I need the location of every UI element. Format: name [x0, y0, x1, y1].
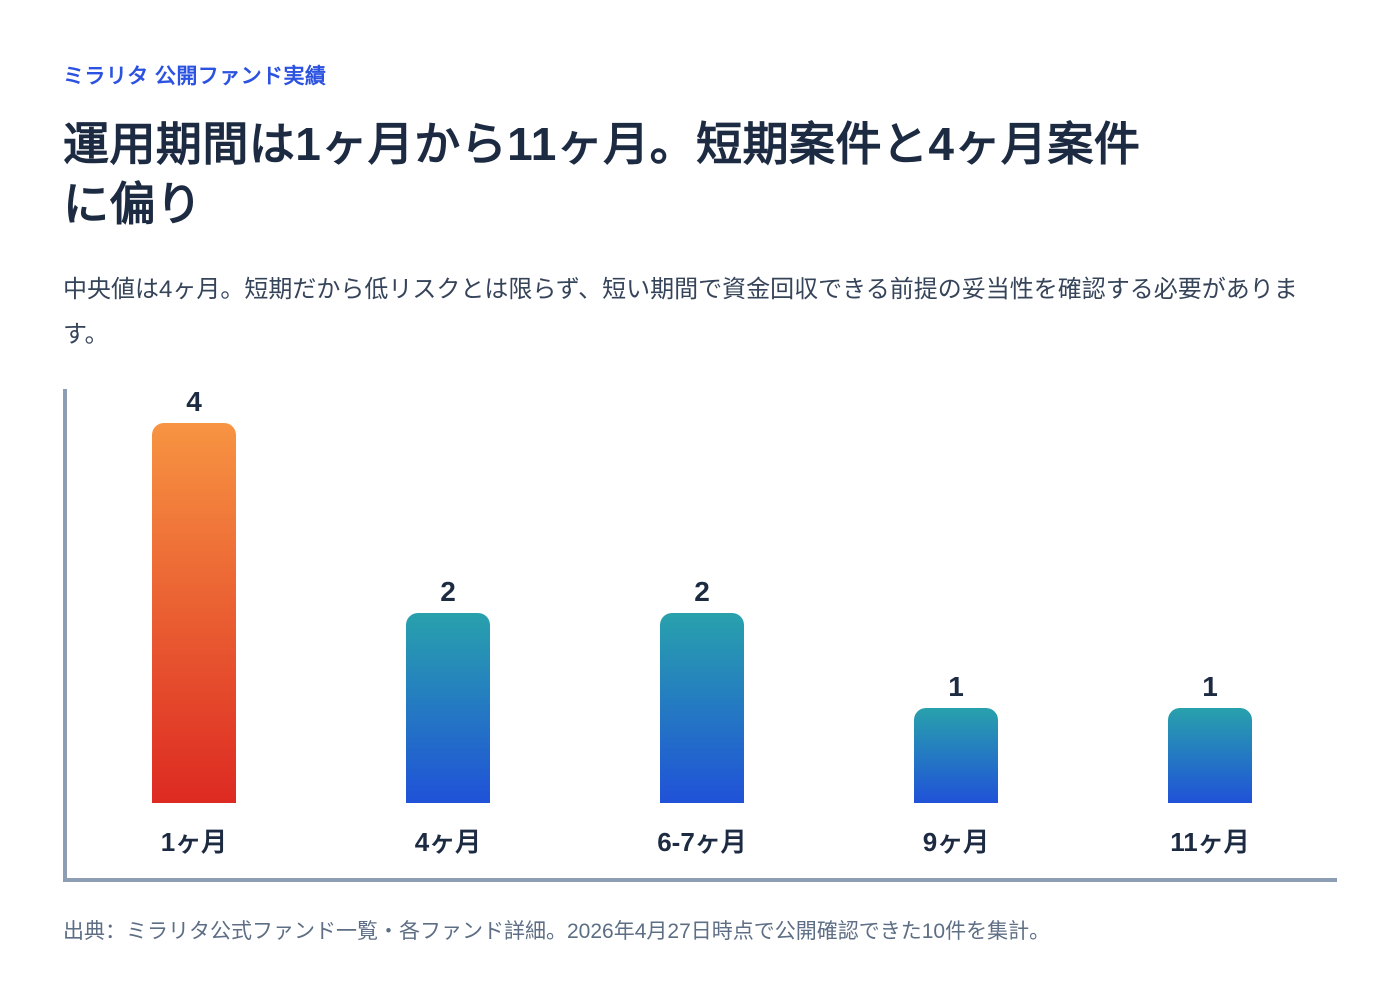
bar-column-4month: 2: [321, 578, 575, 803]
bar-6-7month: [660, 613, 744, 803]
bar-value-label: 4: [186, 386, 202, 417]
bar-11month: [1168, 708, 1252, 803]
bar-1month: [152, 423, 236, 803]
page-title-line-2: に偏り: [63, 178, 203, 230]
bar-column-9month: 1: [829, 673, 1083, 803]
bar-column-11month: 1: [1083, 673, 1337, 803]
chart-plot-area: 4 2 2 1 1: [67, 388, 1337, 803]
bar-column-1month: 4: [67, 388, 321, 803]
x-axis-line: [63, 878, 1337, 882]
y-axis-line: [63, 389, 67, 878]
x-axis-label-6-7month: 6-7ヶ月: [657, 827, 747, 857]
source-note: 出典：ミラリタ公式ファンド一覧・各ファンド詳細。2026年4月27日時点で公開確…: [63, 920, 1051, 943]
x-axis-label-9month: 9ヶ月: [922, 827, 990, 857]
page-title: 運用期間は1ヶ月から11ヶ月。短期案件と4ヶ月案件 に偏り: [63, 114, 1337, 234]
bar-4month: [406, 613, 490, 803]
x-axis-label-4month: 4ヶ月: [414, 827, 482, 857]
bar-value-label: 1: [948, 671, 964, 702]
bar-value-label: 1: [1202, 671, 1218, 702]
bar-chart: 4 2 2 1 1 1ヶ月 4ヶ月 6-7ヶ月 9ヶ月 11ヶ月: [63, 388, 1337, 882]
x-axis-labels: 1ヶ月 4ヶ月 6-7ヶ月 9ヶ月 11ヶ月: [67, 803, 1337, 878]
x-axis-label-11month: 11ヶ月: [1170, 827, 1250, 857]
bar-value-label: 2: [694, 576, 710, 607]
page-title-line-1: 運用期間は1ヶ月から11ヶ月。短期案件と4ヶ月案件: [63, 118, 1141, 170]
kicker-label: ミラリタ 公開ファンド実績: [63, 65, 327, 88]
bar-value-label: 2: [440, 576, 456, 607]
description-text: 中央値は4ヶ月。短期だから低リスクとは限らず、短い期間で資金回収できる前提の妥当…: [63, 276, 1298, 348]
x-axis-label-1month: 1ヶ月: [160, 827, 228, 857]
bar-9month: [914, 708, 998, 803]
bar-column-6-7month: 2: [575, 578, 829, 803]
